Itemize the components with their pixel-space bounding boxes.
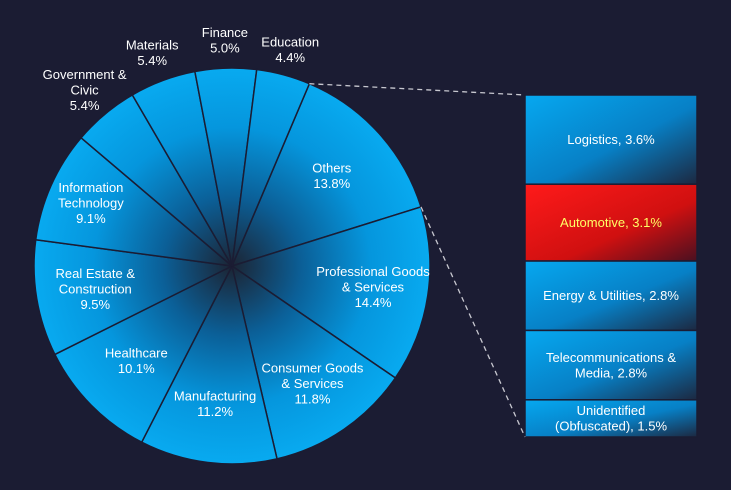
pie-label-others: Others 13.8% [312,160,352,191]
bar-label-telecommunications-media-2-8: Telecommunications & Media, 2.8% [546,350,676,381]
pie-slice-healthcare [53,264,234,444]
pie-label-finance: Finance 5.0% [202,25,248,56]
pie-label-education: Education 4.4% [261,35,319,65]
bar-segment-automotive-3-1 [524,183,698,262]
bar-segment-logistics-3-6 [524,94,698,185]
breakdown-bar-group [524,94,698,438]
label-group: Others 13.8% Professional Goods & Services 1… [43,25,680,434]
pie-slice-consumer-goods-services [230,264,397,460]
pie-label-manufacturing: Manufacturing 11.2% [174,388,256,419]
connector-line-top [309,83,526,96]
pie-label-government-civic: Government & Civic 5.4% [43,67,127,113]
bar-label-unidentified-obfuscated-1-5: Unidentified (Obfuscated), 1.5% [555,403,667,434]
connector-lines [309,83,526,438]
pie-label-materials: Materials 5.4% [126,38,179,69]
bar-label-energy-utilities-2-8: Energy & Utilities, 2.8% [543,288,679,303]
pie-slice-information-technology [34,136,235,268]
connector-line-bottom [420,206,526,438]
bar-label-logistics-3-6: Logistics, 3.6% [567,132,655,147]
pie-label-healthcare: Healthcare 10.1% [105,346,168,377]
bar-segment-telecommunications-media-2-8 [524,329,698,401]
bar-segment-energy-utilities-2-8 [524,260,698,332]
pie-slice-manufacturing [140,263,278,465]
pie-slice-others [230,82,422,268]
pie-label-professional-goods-services: Professional Goods & Services 14.4% [316,264,430,310]
pie-group [33,67,431,465]
bar-label-automotive-3-1: Automotive, 3.1% [560,215,662,230]
pie-label-information-technology: Information Technology 9.1% [58,180,124,226]
pie-slice-education [231,68,311,267]
pie-label-consumer-goods-services: Consumer Goods & Services 11.8% [262,361,364,407]
pie-slice-real-estate-construction [33,238,235,356]
bar-segment-unidentified-obfuscated-1-5 [524,399,698,438]
pie-label-real-estate-construction: Real Estate & Construction 9.5% [56,266,136,312]
pie-slice-professional-goods-services [230,205,431,379]
